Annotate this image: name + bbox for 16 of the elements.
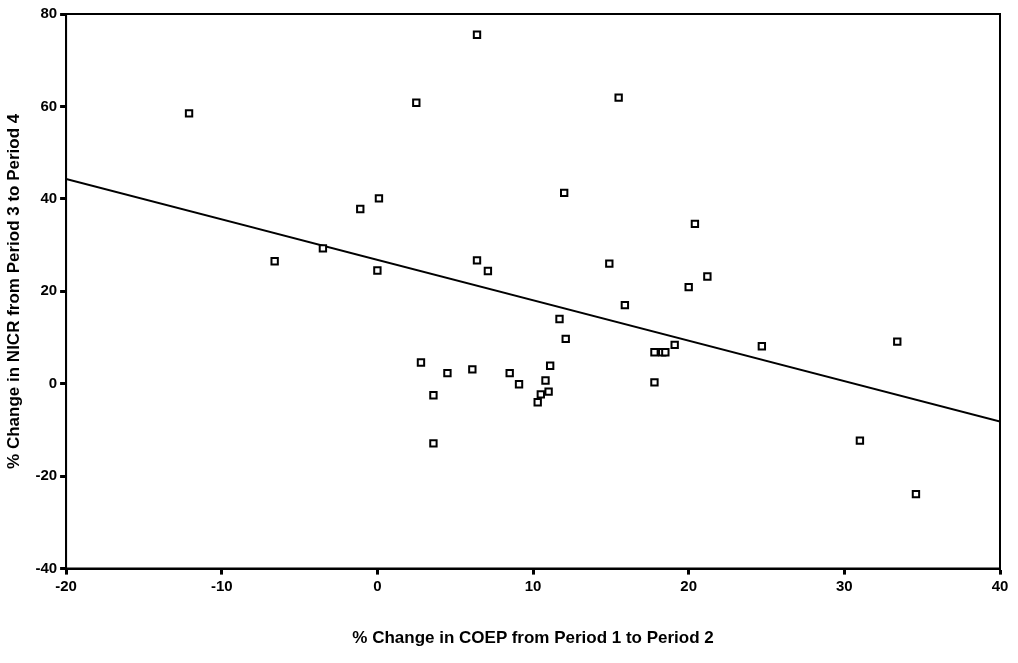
x-tick-label: 20: [680, 576, 698, 594]
x-tick-label: 30: [836, 576, 853, 594]
y-tick-label: 20: [40, 281, 58, 299]
x-tick-label: 40: [991, 576, 1009, 594]
y-tick-label: -20: [35, 466, 58, 484]
y-tick-label: 80: [40, 4, 58, 22]
x-tick-label: 0: [373, 576, 382, 594]
x-tick-label: 10: [524, 576, 542, 594]
y-tick-label: 60: [40, 96, 58, 114]
x-axis-title: % Change in COEP from Period 1 to Period 2: [352, 628, 714, 648]
x-tick-label: -10: [210, 576, 233, 594]
y-tick-label: 40: [40, 189, 58, 207]
y-axis-title: % Change in NICR from Period 3 to Period 4: [3, 113, 23, 469]
x-tick-label: -20: [55, 576, 77, 594]
y-tick-label: -40: [35, 558, 58, 576]
y-tick-label: 0: [48, 373, 58, 391]
